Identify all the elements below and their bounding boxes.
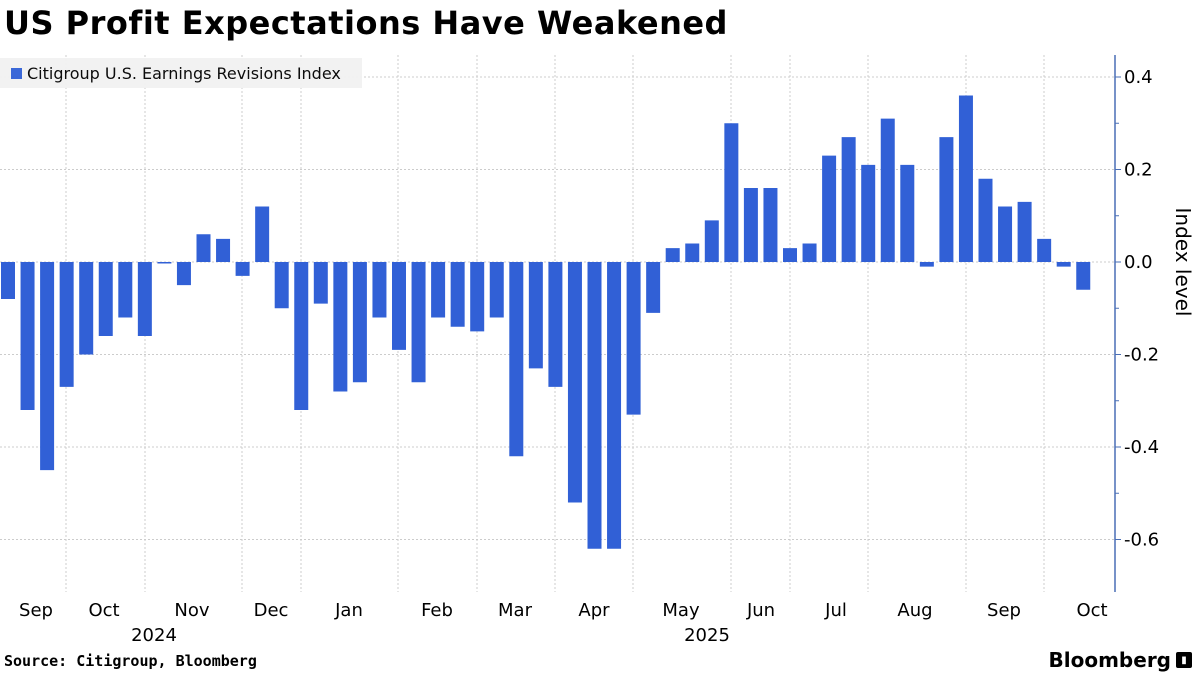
bar [216, 238, 231, 262]
x-month-label: Nov [174, 600, 209, 621]
bar [79, 262, 94, 355]
bar [783, 248, 797, 262]
x-month-label: Feb [421, 600, 453, 621]
bar [450, 262, 465, 327]
x-year-label: 2025 [684, 625, 730, 646]
x-month-label: Sep [19, 600, 53, 621]
bar [958, 95, 973, 262]
bar [822, 155, 837, 262]
bar [626, 262, 641, 415]
bar [978, 178, 993, 262]
bar [802, 243, 817, 262]
y-tick-label: 0.0 [1124, 252, 1153, 273]
source-note: Source: Citigroup, Bloomberg [4, 652, 257, 670]
y-tick-label: -0.2 [1124, 345, 1159, 366]
bar [919, 262, 934, 267]
bloomberg-logo: Bloomberg ▮ [1049, 648, 1192, 672]
bar [939, 137, 954, 262]
y-tick-label: -0.6 [1124, 530, 1159, 551]
y-tick-label: 0.2 [1124, 160, 1153, 181]
y-tick-label: -0.4 [1124, 437, 1159, 458]
brand-label: Bloomberg [1048, 648, 1171, 672]
bar [294, 262, 309, 410]
bar [841, 137, 856, 262]
bar [411, 262, 426, 383]
bar [235, 262, 250, 276]
bar [763, 188, 778, 262]
bar [704, 220, 719, 262]
x-month-label: Jan [334, 600, 363, 621]
bar [98, 262, 113, 336]
x-month-label: Dec [254, 600, 289, 621]
bar [274, 262, 289, 309]
bar [470, 262, 485, 332]
bar [528, 262, 543, 369]
bar [431, 262, 446, 318]
x-month-label: Jun [746, 600, 775, 621]
bar [255, 206, 270, 262]
bar [196, 234, 211, 262]
bar [646, 262, 661, 313]
x-month-label: Jul [824, 600, 847, 621]
x-month-label: Mar [498, 600, 533, 621]
x-month-label: Sep [987, 600, 1021, 621]
legend-label: Citigroup U.S. Earnings Revisions Index [27, 63, 341, 83]
bar [900, 164, 915, 262]
legend-swatch [11, 67, 22, 79]
y-tick-label: 0.4 [1124, 67, 1153, 88]
bar [1, 262, 15, 299]
bar [665, 248, 680, 262]
bar [607, 262, 622, 549]
bar [59, 262, 74, 387]
bar [1037, 238, 1052, 262]
bar [118, 262, 133, 318]
x-month-label: Oct [88, 600, 119, 621]
bar [372, 262, 387, 318]
bar [685, 243, 700, 262]
x-month-label: May [662, 600, 700, 621]
bar [157, 262, 172, 264]
bar [724, 123, 739, 262]
bar [137, 262, 152, 336]
chart-title: US Profit Expectations Have Weakened [4, 4, 728, 42]
bar [509, 262, 524, 457]
bar [20, 262, 35, 410]
bar [392, 262, 406, 350]
bar [548, 262, 563, 387]
legend: Citigroup U.S. Earnings Revisions Index [0, 58, 362, 88]
bar [861, 164, 876, 262]
bar [1076, 262, 1091, 290]
bar [176, 262, 191, 286]
bar [1056, 262, 1071, 267]
x-month-label: Oct [1076, 600, 1107, 621]
bar [40, 262, 55, 471]
bar [567, 262, 582, 503]
x-month-label: Apr [578, 600, 610, 621]
bar [587, 262, 602, 549]
bar [998, 206, 1013, 262]
bar [313, 262, 328, 304]
x-month-label: Aug [897, 600, 932, 621]
bar [1017, 201, 1032, 262]
bar [333, 262, 348, 392]
bar [489, 262, 504, 318]
bar [743, 188, 758, 262]
x-year-label: 2024 [131, 625, 177, 646]
y-axis-label: Index level [1171, 208, 1195, 317]
bloomberg-icon: ▮ [1176, 652, 1192, 668]
bar [880, 118, 895, 262]
bar [352, 262, 367, 383]
